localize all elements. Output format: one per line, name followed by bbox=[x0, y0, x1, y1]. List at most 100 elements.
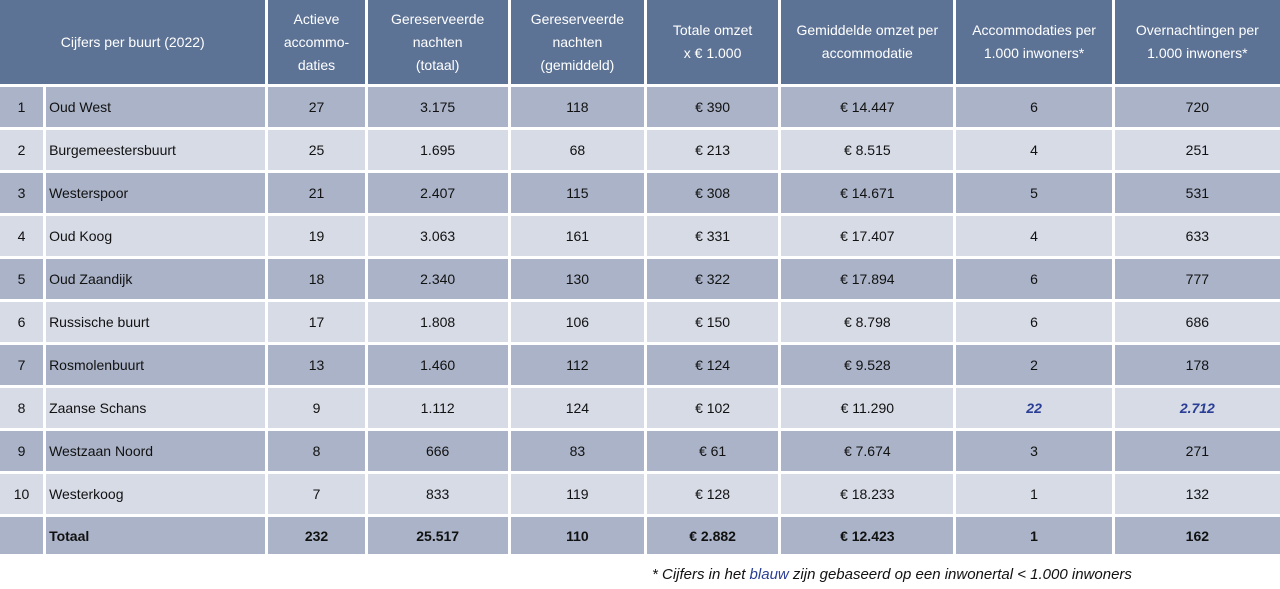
actieve-accommodaties-cell: 18 bbox=[268, 259, 365, 299]
table-row: 4 Oud Koog 19 3.063 161 € 331 € 17.407 4… bbox=[0, 216, 1280, 256]
row-number: 5 bbox=[0, 259, 44, 299]
actieve-accommodaties-cell: 19 bbox=[268, 216, 365, 256]
buurt-name: Rosmolenbuurt bbox=[46, 345, 266, 385]
totale-omzet-cell: € 390 bbox=[646, 87, 779, 127]
actieve-accommodaties-cell: 27 bbox=[268, 87, 365, 127]
nachten-totaal-cell: 1.808 bbox=[367, 302, 508, 342]
row-number: 6 bbox=[0, 302, 44, 342]
table-body: 1 Oud West 27 3.175 118 € 390 € 14.447 6… bbox=[0, 87, 1280, 554]
actieve-accommodaties-cell: 9 bbox=[268, 388, 365, 428]
buurt-name: Westzaan Noord bbox=[46, 431, 266, 471]
nachten-totaal-cell: 1.695 bbox=[367, 130, 508, 170]
row-number: 1 bbox=[0, 87, 44, 127]
header-gereserveerde-nachten-gemiddeld: Gereserveerde nachten (gemiddeld) bbox=[510, 0, 644, 84]
gemiddelde-omzet-cell: € 7.674 bbox=[781, 431, 954, 471]
row-number: 2 bbox=[0, 130, 44, 170]
footnote: * Cijfers in het blauw zijn gebaseerd op… bbox=[652, 566, 1132, 583]
row-number: 9 bbox=[0, 431, 44, 471]
table-row: 3 Westerspoor 21 2.407 115 € 308 € 14.67… bbox=[0, 173, 1280, 213]
nachten-gemiddeld-cell: 115 bbox=[510, 173, 644, 213]
buurt-name: Oud West bbox=[46, 87, 266, 127]
gemiddelde-omzet-cell: € 8.515 bbox=[781, 130, 954, 170]
table-row: 5 Oud Zaandijk 18 2.340 130 € 322 € 17.8… bbox=[0, 259, 1280, 299]
nachten-gemiddeld-cell: 68 bbox=[510, 130, 644, 170]
buurt-name: Burgemeestersbuurt bbox=[46, 130, 266, 170]
overnachtingen-per-1000-cell: 633 bbox=[1114, 216, 1280, 256]
gemiddelde-omzet-cell: € 14.447 bbox=[781, 87, 954, 127]
accommodaties-per-1000-cell: 4 bbox=[956, 130, 1112, 170]
nachten-totaal-cell: 3.063 bbox=[367, 216, 508, 256]
overnachtingen-per-1000-cell: 178 bbox=[1114, 345, 1280, 385]
total-nachten-totaal: 25.517 bbox=[367, 517, 508, 554]
overnachtingen-per-1000-cell: 132 bbox=[1114, 474, 1280, 514]
total-actieve-accommodaties: 232 bbox=[268, 517, 365, 554]
overnachtingen-per-1000-cell: 777 bbox=[1114, 259, 1280, 299]
actieve-accommodaties-cell: 21 bbox=[268, 173, 365, 213]
nachten-gemiddeld-cell: 106 bbox=[510, 302, 644, 342]
header-totale-omzet: Totale omzet x € 1.000 bbox=[646, 0, 779, 84]
row-number: 8 bbox=[0, 388, 44, 428]
buurt-name: Oud Zaandijk bbox=[46, 259, 266, 299]
header-overnachtingen-per-1000: Overnachtingen per 1.000 inwoners* bbox=[1114, 0, 1280, 84]
nachten-gemiddeld-cell: 119 bbox=[510, 474, 644, 514]
nachten-gemiddeld-cell: 112 bbox=[510, 345, 644, 385]
gemiddelde-omzet-cell: € 8.798 bbox=[781, 302, 954, 342]
totale-omzet-cell: € 102 bbox=[646, 388, 779, 428]
total-nachten-gemiddeld: 110 bbox=[510, 517, 644, 554]
header-accommodaties-per-1000: Accommodaties per 1.000 inwoners* bbox=[956, 0, 1112, 84]
gemiddelde-omzet-cell: € 17.407 bbox=[781, 216, 954, 256]
buurt-name: Zaanse Schans bbox=[46, 388, 266, 428]
gemiddelde-omzet-cell: € 14.671 bbox=[781, 173, 954, 213]
row-number: 10 bbox=[0, 474, 44, 514]
footnote-blauw: blauw bbox=[749, 566, 789, 583]
row-number: 7 bbox=[0, 345, 44, 385]
accommodaties-per-1000-cell: 6 bbox=[956, 259, 1112, 299]
accommodaties-per-1000-cell: 4 bbox=[956, 216, 1112, 256]
overnachtingen-per-1000-cell: 720 bbox=[1114, 87, 1280, 127]
header-cijfers-per-buurt: Cijfers per buurt (2022) bbox=[0, 0, 266, 84]
overnachtingen-per-1000-cell: 531 bbox=[1114, 173, 1280, 213]
nachten-gemiddeld-cell: 83 bbox=[510, 431, 644, 471]
buurt-name: Oud Koog bbox=[46, 216, 266, 256]
totale-omzet-cell: € 331 bbox=[646, 216, 779, 256]
table-row: 7 Rosmolenbuurt 13 1.460 112 € 124 € 9.5… bbox=[0, 345, 1280, 385]
nachten-totaal-cell: 3.175 bbox=[367, 87, 508, 127]
totale-omzet-cell: € 308 bbox=[646, 173, 779, 213]
total-row: Totaal 232 25.517 110 € 2.882 € 12.423 1… bbox=[0, 517, 1280, 554]
total-totale-omzet: € 2.882 bbox=[646, 517, 779, 554]
totale-omzet-cell: € 322 bbox=[646, 259, 779, 299]
actieve-accommodaties-cell: 7 bbox=[268, 474, 365, 514]
header-gemiddelde-omzet: Gemiddelde omzet per accommodatie bbox=[781, 0, 954, 84]
totale-omzet-cell: € 124 bbox=[646, 345, 779, 385]
total-accommodaties-per-1000: 1 bbox=[956, 517, 1112, 554]
overnachtingen-per-1000-cell-highlight: 2.712 bbox=[1114, 388, 1280, 428]
accommodaties-per-1000-cell: 6 bbox=[956, 302, 1112, 342]
accommodaties-per-1000-cell-highlight: 22 bbox=[956, 388, 1112, 428]
nachten-gemiddeld-cell: 130 bbox=[510, 259, 644, 299]
nachten-gemiddeld-cell: 124 bbox=[510, 388, 644, 428]
totale-omzet-cell: € 61 bbox=[646, 431, 779, 471]
table-row: 10 Westerkoog 7 833 119 € 128 € 18.233 1… bbox=[0, 474, 1280, 514]
overnachtingen-per-1000-cell: 271 bbox=[1114, 431, 1280, 471]
table-row: 2 Burgemeestersbuurt 25 1.695 68 € 213 €… bbox=[0, 130, 1280, 170]
accommodaties-per-1000-cell: 2 bbox=[956, 345, 1112, 385]
buurt-name: Westerspoor bbox=[46, 173, 266, 213]
buurt-name: Russische buurt bbox=[46, 302, 266, 342]
total-gemiddelde-omzet: € 12.423 bbox=[781, 517, 954, 554]
table-row: 6 Russische buurt 17 1.808 106 € 150 € 8… bbox=[0, 302, 1280, 342]
nachten-gemiddeld-cell: 118 bbox=[510, 87, 644, 127]
overnachtingen-per-1000-cell: 686 bbox=[1114, 302, 1280, 342]
nachten-totaal-cell: 666 bbox=[367, 431, 508, 471]
gemiddelde-omzet-cell: € 11.290 bbox=[781, 388, 954, 428]
actieve-accommodaties-cell: 17 bbox=[268, 302, 365, 342]
actieve-accommodaties-cell: 13 bbox=[268, 345, 365, 385]
table-row: 9 Westzaan Noord 8 666 83 € 61 € 7.674 3… bbox=[0, 431, 1280, 471]
totale-omzet-cell: € 150 bbox=[646, 302, 779, 342]
row-number: 3 bbox=[0, 173, 44, 213]
table-row: 8 Zaanse Schans 9 1.112 124 € 102 € 11.2… bbox=[0, 388, 1280, 428]
total-label: Totaal bbox=[46, 517, 266, 554]
row-number: 4 bbox=[0, 216, 44, 256]
totale-omzet-cell: € 213 bbox=[646, 130, 779, 170]
footnote-part-1: * Cijfers in het bbox=[652, 566, 750, 583]
